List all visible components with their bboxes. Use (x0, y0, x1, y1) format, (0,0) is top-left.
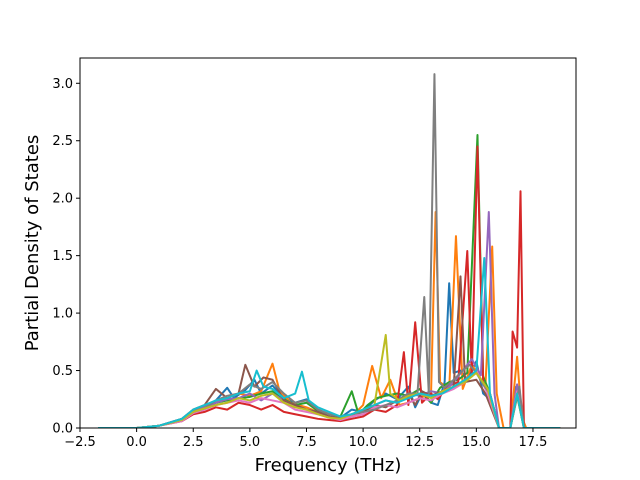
x-axis-ticks: −2.5 0.0 2.5 5.0 7.5 10.0 12.5 15.0 17.5 (64, 428, 547, 450)
y-axis-ticks: 0.0 0.5 1.0 1.5 2.0 2.5 3.0 (52, 77, 80, 437)
x-tick-label: 0.0 (126, 435, 147, 450)
series-layer (98, 73, 561, 428)
x-tick-label: 2.5 (183, 435, 204, 450)
y-axis-label: Partial Density of States (22, 135, 43, 352)
x-tick-label: 15.0 (462, 435, 491, 450)
y-tick-label: 0.0 (52, 422, 73, 437)
x-tick-label: 12.5 (405, 435, 434, 450)
x-tick-label: 5.0 (240, 435, 261, 450)
y-tick-label: 1.5 (52, 249, 73, 264)
y-tick-label: 3.0 (52, 77, 73, 92)
y-tick-label: 2.5 (52, 134, 73, 149)
y-tick-label: 0.5 (52, 364, 73, 379)
x-tick-label: 7.5 (296, 435, 317, 450)
series-line-10 (98, 256, 561, 428)
x-tick-label: 10.0 (349, 435, 378, 450)
y-tick-label: 2.0 (52, 192, 73, 207)
x-axis-label: Frequency (THz) (255, 455, 402, 476)
plot-frame (79, 57, 577, 429)
y-tick-label: 1.0 (52, 307, 73, 322)
plot-area (80, 58, 576, 428)
x-tick-label: 17.5 (518, 435, 547, 450)
x-tick-label: −2.5 (64, 435, 96, 450)
